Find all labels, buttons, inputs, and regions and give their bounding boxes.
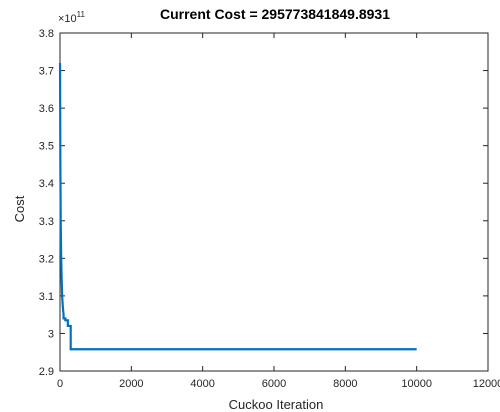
x-tick-label: 4000 [190,378,214,390]
y-tick-label: 3.6 [39,103,54,115]
y-tick-label: 3.2 [39,253,54,265]
y-axis-exponent: ×1011 [58,10,86,25]
x-tick-label: 2000 [119,378,143,390]
chart-title: Current Cost = 295773841849.8931 [160,6,390,22]
y-tick-label: 3.4 [39,178,54,190]
x-tick-label: 10000 [401,378,432,390]
y-tick-label: 2.9 [39,366,54,378]
y-tick-label: 3.8 [39,28,54,40]
y-tick-label: 3.7 [39,66,54,78]
x-tick-label: 0 [57,378,63,390]
y-tick-label: 3.3 [39,216,54,228]
y-tick-label: 3.5 [39,141,54,153]
cost-series-line [58,63,417,351]
x-tick-label: 12000 [473,378,500,390]
y-axis-label: Cost [12,195,27,222]
y-tick-label: 3.1 [39,291,54,303]
y-tick-label: 3 [48,328,54,340]
axes-box [59,32,489,372]
x-tick-label: 6000 [262,378,286,390]
axes-area: 0 2000 4000 6000 8000 10000 12000 2.9 3 3.1 3.2 3.3… [39,28,500,390]
x-axis-label: Cuckoo Iteration [229,397,324,412]
x-tick-label: 8000 [333,378,357,390]
